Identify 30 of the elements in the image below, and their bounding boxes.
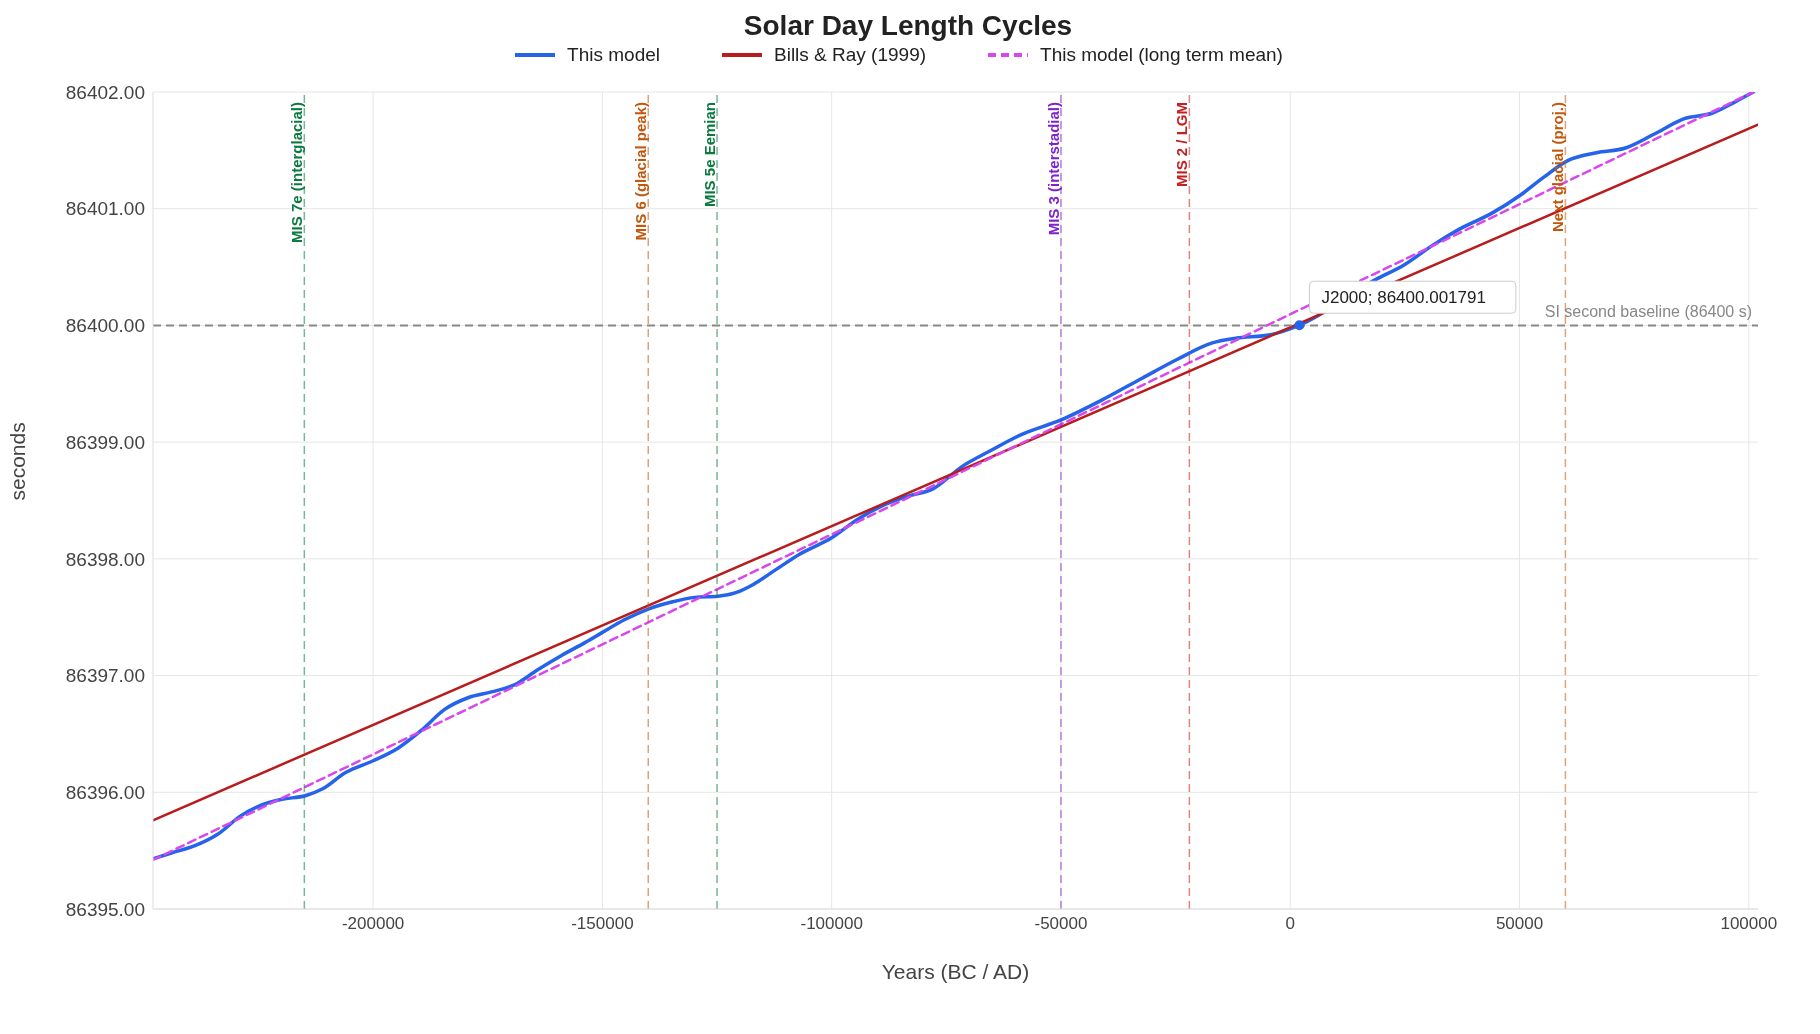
legend-label: This model (long term mean) <box>1039 44 1283 66</box>
ref-line-label: Next glacial (proj.) <box>1549 102 1567 233</box>
y-tick-label: 86402.00 <box>65 81 145 103</box>
legend-label: Bills & Ray (1999) <box>773 44 927 66</box>
y-tick-label: 86398.00 <box>65 548 145 570</box>
x-tick-label: -50000 <box>1034 914 1088 934</box>
x-axis-title: Years (BC / AD) <box>881 960 1030 983</box>
y-tick-label: 86401.00 <box>65 198 145 220</box>
ref-line-label: MIS 2 / LGM <box>1173 102 1191 188</box>
legend-label: This model <box>566 44 660 66</box>
y-tick-label: 86396.00 <box>65 782 145 804</box>
y-tick-label: 86399.00 <box>65 431 145 453</box>
x-tick-label: -200000 <box>341 914 405 934</box>
ref-line-label: MIS 3 (interstadial) <box>1044 102 1062 236</box>
x-tick-label: 0 <box>1285 914 1295 934</box>
x-tick-label: -100000 <box>800 914 863 934</box>
y-axis-title: seconds <box>6 422 30 501</box>
y-tick-label: 86400.00 <box>65 315 145 337</box>
ref-line-label: SI second baseline (86400 s) <box>1544 303 1752 321</box>
ref-line-label: MIS 5e Eemian <box>701 102 719 208</box>
y-tick-label: 86397.00 <box>65 665 145 687</box>
ref-line-label: MIS 6 (glacial peak) <box>632 102 650 241</box>
x-tick-label: 100000 <box>1720 914 1778 934</box>
ref-line-label: MIS 7e (interglacial) <box>288 102 306 243</box>
y-tick-label: 86395.00 <box>65 898 145 920</box>
callout-box: J2000; 86400.001791 <box>1308 280 1517 314</box>
x-tick-label: 50000 <box>1495 914 1544 934</box>
chart-title: Solar Day Length Cycles <box>742 9 1074 43</box>
x-tick-label: -150000 <box>571 914 634 934</box>
annotation: J2000; 86400.001791 <box>1321 288 1486 308</box>
